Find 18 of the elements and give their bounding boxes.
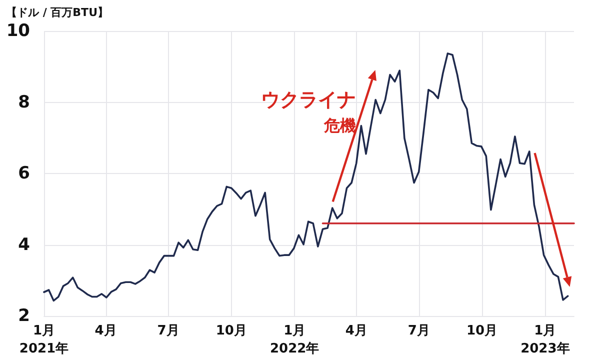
x-tick-label: 10月 bbox=[216, 324, 247, 338]
annotation: ウクライナ bbox=[261, 88, 356, 113]
line-series bbox=[43, 52, 569, 302]
x-tick-label: 4月 bbox=[94, 324, 117, 338]
y-tick-label: 2 bbox=[18, 306, 30, 326]
x-tick-label: 7月 bbox=[157, 324, 180, 338]
x-tick-label: 7月 bbox=[408, 324, 430, 338]
y-axis-title: 【ドル / 百万BTU】 bbox=[6, 6, 108, 19]
x-tick-label: 1月 2022年 bbox=[270, 324, 320, 356]
y-tick-label: 10 bbox=[6, 21, 30, 41]
x-tick-label: 1月 2021年 bbox=[19, 324, 69, 356]
y-tick-label: 8 bbox=[18, 92, 30, 112]
x-tick-label: 4月 bbox=[345, 324, 368, 338]
x-tick-label: 10月 bbox=[466, 324, 498, 338]
y-tick-label: 4 bbox=[18, 234, 30, 255]
y-tick-label: 6 bbox=[18, 164, 30, 184]
x-tick-label: 1月 2023年 bbox=[520, 324, 570, 356]
annotation: 危機 bbox=[322, 115, 356, 137]
